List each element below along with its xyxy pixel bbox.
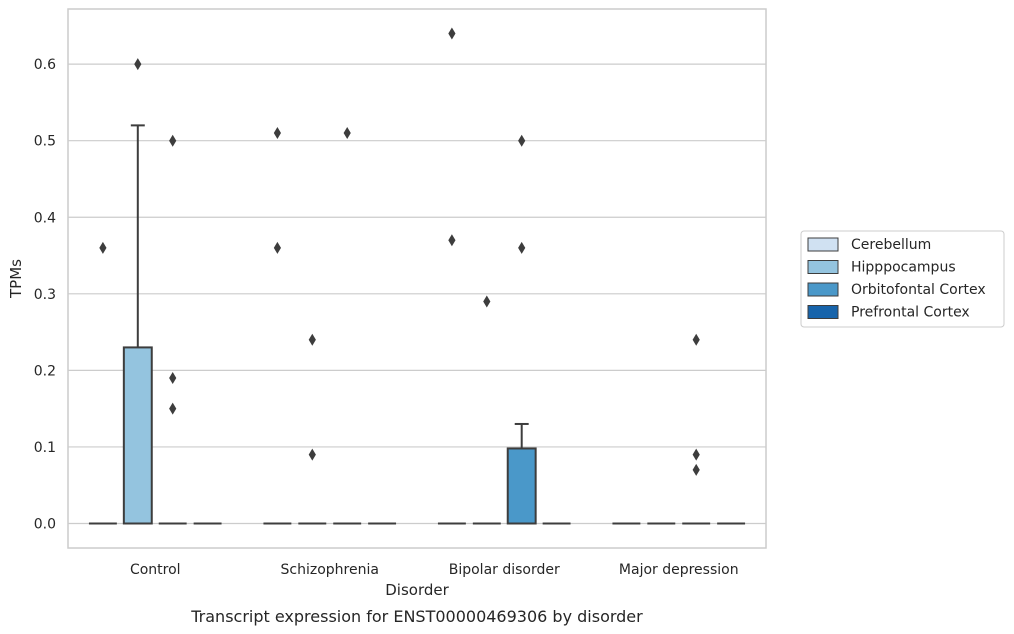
outlier-point <box>692 333 700 346</box>
box <box>122 346 153 525</box>
x-tick-labels: Control Schizophrenia Bipolar disorder Majo… <box>130 562 739 578</box>
legend: Cerebellum Hipppocampus Orbitofontal Corte… <box>800 230 1005 328</box>
y-tick-label: 0.0 <box>34 517 56 533</box>
x-axis-title: Disorder <box>385 581 449 599</box>
box-group <box>437 27 466 525</box>
y-tick-label: 0.1 <box>34 440 56 456</box>
outlier-point <box>448 234 456 247</box>
legend-label: Cerebellum <box>851 237 931 253</box>
outlier-point <box>273 241 281 254</box>
outlier-point <box>308 333 316 346</box>
x-tick-label: Control <box>130 562 181 578</box>
gridlines <box>68 63 766 525</box>
outlier-point <box>692 448 700 461</box>
legend-label: Hipppocampus <box>851 260 956 276</box>
outlier-point <box>448 27 456 40</box>
outlier-point <box>169 402 177 415</box>
chart-caption: Transcript expression for ENST0000046930… <box>190 607 643 626</box>
box-group <box>682 333 711 525</box>
outlier-point <box>273 127 281 140</box>
legend-swatch <box>807 237 839 252</box>
y-tick-label: 0.3 <box>34 287 56 303</box>
outlier-point <box>518 134 526 147</box>
y-tick-label: 0.5 <box>34 134 56 150</box>
legend-label: Orbitofontal Cortex <box>851 282 986 298</box>
box <box>506 447 537 525</box>
box-group <box>298 333 327 525</box>
outlier-point <box>134 58 142 71</box>
box-group <box>88 241 117 525</box>
legend-frame <box>800 230 1005 328</box>
outlier-point <box>483 295 491 308</box>
outlier-point <box>692 463 700 476</box>
legend-swatch <box>807 305 839 319</box>
box-marks <box>88 27 746 525</box>
x-tick-label: Major depression <box>619 562 739 578</box>
y-tick-label: 0.2 <box>34 363 56 379</box>
plot-frame <box>67 8 767 549</box>
outlier-point <box>343 127 351 140</box>
y-tick-labels: 0.0 0.1 0.2 0.3 0.4 0.5 0.6 <box>34 57 56 532</box>
outlier-point <box>99 241 107 254</box>
legend-swatch <box>807 260 839 274</box>
box-group <box>263 127 292 525</box>
outlier-point <box>169 372 177 385</box>
box-group <box>122 58 153 525</box>
y-tick-label: 0.6 <box>34 57 56 73</box>
box-group <box>506 134 537 525</box>
x-tick-label: Bipolar disorder <box>449 562 560 578</box>
box-group <box>333 127 362 525</box>
legend-swatch <box>807 282 839 297</box>
box-group <box>158 134 187 525</box>
y-tick-label: 0.4 <box>34 210 56 226</box>
outlier-point <box>169 134 177 147</box>
outlier-point <box>308 448 316 461</box>
y-axis-title: TPMs <box>7 259 25 299</box>
legend-label: Prefrontal Cortex <box>851 305 970 321</box>
x-tick-label: Schizophrenia <box>281 562 379 578</box>
box-group <box>472 295 501 525</box>
outlier-point <box>518 241 526 254</box>
